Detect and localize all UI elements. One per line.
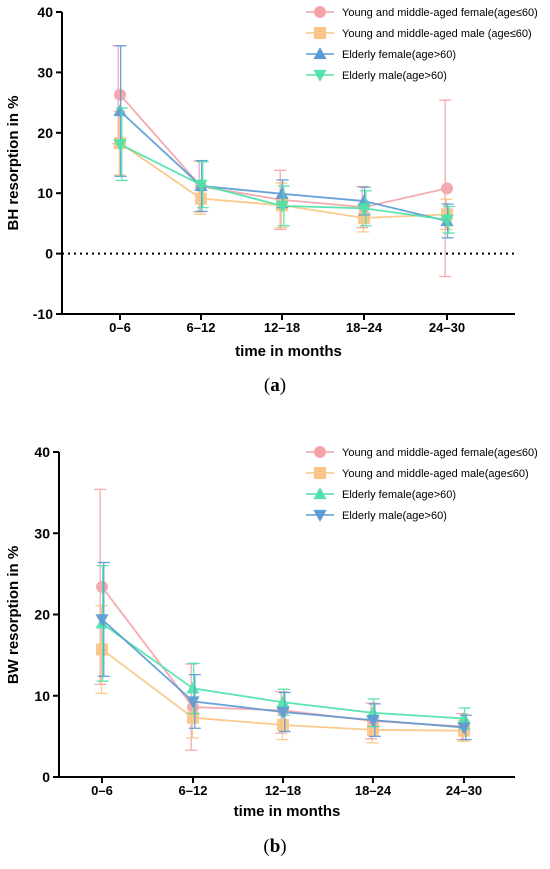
legend-entry: Elderly female(age>60) — [306, 487, 456, 501]
x-tick-label: 0–6 — [91, 783, 113, 798]
data-point — [441, 182, 453, 195]
data-point — [186, 681, 200, 694]
x-tick-label: 24–30 — [429, 320, 465, 335]
data-point — [357, 194, 371, 207]
series-2 — [95, 565, 471, 730]
y-tick-label: 40 — [37, 4, 53, 20]
data-point — [95, 614, 109, 627]
legend-marker — [313, 47, 327, 60]
caption-letter: a — [270, 375, 280, 396]
caption-paren-close: ) — [280, 375, 286, 396]
series-1 — [95, 604, 470, 744]
x-tick-label: 12–18 — [264, 320, 300, 335]
legend-entry: Young and middle-aged male (age≤60) — [306, 27, 532, 40]
legend-entry: Young and middle-aged male(age≤60) — [306, 467, 529, 480]
y-axis-label: BH resorption in % — [5, 95, 22, 230]
series-3 — [95, 561, 472, 741]
y-tick-label: 20 — [34, 607, 50, 623]
data-point — [440, 214, 454, 227]
chart-panel-a: -10 0 10 20 30 40 0–6 6–12 12–18 18–24 24–30 time i… — [5, 4, 538, 396]
x-tick-label: 18–24 — [355, 783, 392, 798]
legend-marker — [314, 467, 326, 479]
data-point — [186, 696, 200, 709]
legend-marker — [313, 509, 327, 522]
data-point — [113, 104, 127, 117]
legend-label: Elderly male(age>60) — [342, 70, 447, 82]
y-tick-label: 30 — [34, 525, 50, 541]
data-point — [357, 203, 371, 216]
data-point — [275, 200, 289, 213]
y-tick-label: 0 — [45, 246, 53, 262]
legend-label: Young and middle-aged female(age≤60) — [342, 7, 538, 19]
legend-label: Elderly female(age>60) — [342, 49, 456, 61]
panel-caption: (b) — [263, 836, 286, 857]
legend-label: Young and middle-aged female(age≤60) — [342, 447, 538, 459]
y-tick-label: 30 — [37, 64, 53, 80]
data-point — [275, 186, 289, 199]
legend-marker — [314, 6, 326, 18]
caption-paren-close: ) — [280, 836, 286, 857]
legend-marker — [314, 446, 326, 458]
legend-label: Elderly female(age>60) — [342, 489, 456, 501]
data-point — [457, 722, 471, 735]
legend-entry: Young and middle-aged female(age≤60) — [306, 446, 538, 459]
y-tick-label: 10 — [37, 185, 53, 201]
y-tick-label: 0 — [42, 769, 50, 785]
chart-panel-b: 0 10 20 30 40 0–6 6–12 12–18 18–24 24–30 time in m… — [5, 444, 538, 857]
y-tick-label: 10 — [34, 688, 50, 704]
data-point — [194, 179, 208, 192]
series-3 — [113, 107, 455, 234]
data-point — [113, 139, 127, 152]
legend: Young and middle-aged female(age≤60) Youn… — [306, 446, 538, 522]
data-point — [366, 705, 380, 718]
y-tick-label: 20 — [37, 125, 53, 141]
y-axis-label: BW resorption in % — [5, 546, 22, 684]
legend-marker — [313, 69, 327, 82]
x-axis-label: time in months — [235, 343, 342, 360]
legend-label: Elderly male(age>60) — [342, 510, 447, 522]
y-tick-label: -10 — [33, 306, 53, 322]
legend-entry: Elderly male(age>60) — [306, 509, 447, 522]
caption-paren-open: ( — [263, 836, 269, 857]
legend-label: Young and middle-aged male (age≤60) — [342, 28, 532, 40]
x-tick-label: 6–12 — [187, 320, 216, 335]
panel-caption: (a) — [264, 375, 286, 396]
caption-paren-open: ( — [264, 375, 270, 396]
data-point — [457, 711, 471, 724]
legend-entry: Young and middle-aged female(age≤60) — [306, 6, 538, 19]
x-tick-label: 6–12 — [179, 783, 208, 798]
x-axis-label: time in months — [234, 803, 341, 820]
data-point — [366, 715, 380, 728]
data-point — [276, 706, 290, 719]
legend-entry: Elderly male(age>60) — [306, 69, 447, 82]
caption-letter: b — [270, 836, 281, 857]
legend-entry: Elderly female(age>60) — [306, 47, 456, 61]
x-tick-label: 0–6 — [109, 320, 131, 335]
legend: Young and middle-aged female(age≤60) Youn… — [306, 6, 538, 82]
legend-label: Young and middle-aged male(age≤60) — [342, 468, 529, 480]
data-point — [276, 695, 290, 708]
legend-marker — [313, 487, 327, 500]
data-point — [187, 711, 199, 724]
y-tick-label: 40 — [34, 444, 50, 460]
x-tick-label: 18–24 — [346, 320, 383, 335]
data-point — [277, 719, 289, 731]
legend-marker — [314, 27, 326, 39]
x-tick-label: 12–18 — [265, 783, 301, 798]
x-tick-label: 24–30 — [446, 783, 482, 798]
